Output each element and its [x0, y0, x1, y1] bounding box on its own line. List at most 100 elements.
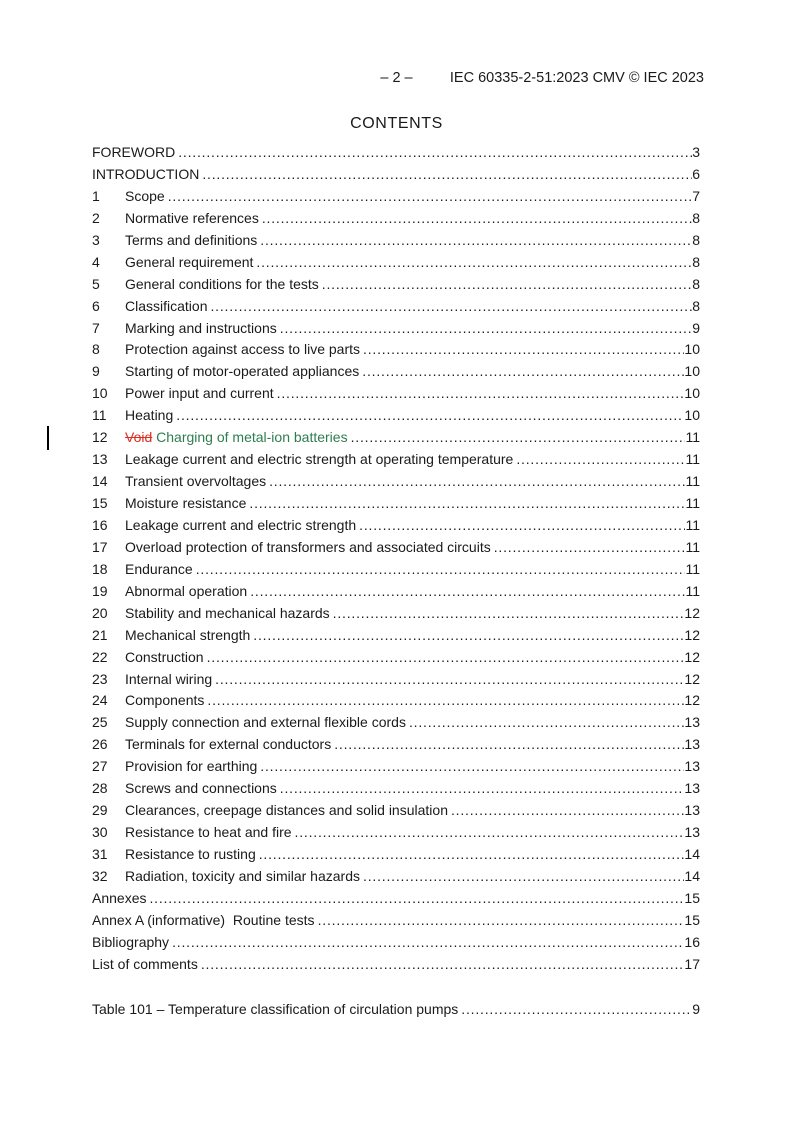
toc-entry-label: Provision for earthing [125, 758, 258, 775]
toc-entry[interactable]: 12 Void Charging of metal-ion batteries … [47, 426, 700, 451]
document-reference: IEC 60335-2-51:2023 CMV © IEC 2023 [449, 70, 704, 86]
toc-entry[interactable]: Bibliography 16 [92, 932, 700, 954]
toc-entry-label: Abnormal operation [125, 582, 248, 599]
toc-entry-number: 15 [92, 495, 108, 511]
toc-entry-page: 12 [684, 626, 700, 643]
toc-entry[interactable]: 21 Mechanical strength 12 [92, 625, 700, 647]
toc-entry-number: 24 [92, 692, 108, 709]
toc-entry-number: 23 [92, 670, 108, 687]
toc-dot-leader [277, 383, 685, 405]
toc-entry-page: 11 [685, 429, 700, 446]
toc-entry-page: 10 [684, 341, 700, 358]
toc-entry-number: 27 [92, 758, 108, 775]
toc-dot-leader [451, 800, 684, 822]
toc-entry-page: 14 [684, 867, 700, 884]
toc-entry[interactable]: 8 Protection against access to live part… [92, 339, 700, 361]
toc-entry-page: 10 [684, 385, 700, 402]
toc-entry[interactable]: 26 Terminals for external conductors 13 [92, 734, 700, 756]
toc-dot-leader [494, 537, 686, 559]
toc-entry[interactable]: 22 Construction 12 [92, 647, 700, 669]
toc-entry[interactable]: 7 Marking and instructions 9 [92, 318, 700, 340]
toc-entry-page: 8 [692, 253, 700, 270]
toc-entry-number: 17 [92, 538, 108, 555]
toc-entry[interactable]: 24 Components 12 [92, 690, 700, 712]
toc-entry-label: Annexes [92, 889, 147, 906]
toc-entry[interactable]: 15 Moisture resistance 11 [92, 493, 700, 515]
toc-entry-number: 25 [92, 714, 108, 731]
toc-entry-label: Resistance to rusting [125, 846, 256, 862]
toc-dot-leader [362, 361, 684, 383]
toc-entry-label: Radiation, toxicity and similar hazards [125, 867, 360, 884]
toc-entry[interactable]: 29 Clearances, creepage distances and so… [92, 800, 700, 822]
toc-entry-page: 11 [685, 516, 700, 533]
toc-entry[interactable]: 3 Terms and definitions 8 [92, 230, 700, 252]
toc-entry-label: List of comments [92, 955, 198, 972]
contents-title: CONTENTS [350, 115, 443, 132]
toc-entry[interactable]: 4 General requirement 8 [92, 252, 700, 274]
toc-entry[interactable]: Annexes 15 [92, 888, 700, 910]
toc-entry[interactable]: 19 Abnormal operation 11 [92, 581, 700, 603]
toc-dot-leader [409, 712, 684, 734]
toc-entry[interactable]: 28 Screws and connections 13 [92, 778, 700, 800]
toc-entry[interactable]: 10 Power input and current 10 [92, 383, 700, 405]
toc-entry-number: 5 [92, 275, 100, 292]
toc-entry-number: 18 [92, 560, 108, 577]
toc-entry[interactable]: 23 Internal wiring 12 [92, 669, 700, 691]
toc-entry[interactable]: 25 Supply connection and external flexib… [92, 712, 700, 734]
toc-entry-label: Starting of motor-operated appliances [125, 363, 360, 380]
toc-entry-number: 11 [92, 407, 107, 424]
page-number-marker: – 2 – [380, 70, 413, 86]
toc-dot-leader [201, 954, 685, 976]
toc-entry-label: General conditions for the tests [125, 275, 319, 292]
toc-entry[interactable]: 17 Overload protection of transformers a… [92, 537, 700, 559]
toc-entry[interactable]: 11 Heating 10 [92, 405, 700, 427]
toc-entry-number: 12 [92, 429, 108, 446]
toc-entry-number: 19 [92, 582, 108, 599]
toc-entry-page: 8 [692, 209, 700, 226]
toc-entry[interactable]: 5 General conditions for the tests 8 [92, 274, 700, 296]
toc-entry[interactable]: INTRODUCTION 6 [92, 164, 700, 186]
toc-dot-leader [334, 734, 684, 756]
toc-entry-page: 12 [684, 604, 700, 621]
toc-entry-page: 13 [684, 736, 700, 753]
toc-dot-leader [172, 932, 684, 954]
toc-entry-number: 14 [92, 473, 108, 490]
change-bar [47, 426, 49, 451]
toc-entry-label: Table 101 – Temperature classification o… [92, 1001, 459, 1017]
toc-entry[interactable]: 27 Provision for earthing 13 [92, 756, 700, 778]
toc-entry-page: 9 [692, 319, 700, 336]
toc-entry-number: 22 [92, 648, 108, 665]
toc-entry-label: Terminals for external conductors [125, 736, 332, 753]
toc-entry[interactable]: FOREWORD 3 [92, 142, 700, 164]
toc-dot-leader [269, 471, 685, 493]
toc-entry[interactable]: Table 101 – Temperature classification o… [92, 999, 700, 1021]
toc-entry-number: 7 [92, 319, 100, 336]
toc-entry-label: Overload protection of transformers and … [125, 538, 491, 555]
toc-entry[interactable]: 1 Scope 7 [92, 186, 700, 208]
toc-entry[interactable]: 2 Normative references 8 [92, 208, 700, 230]
toc-entry-number: 21 [92, 626, 108, 643]
toc-entry[interactable]: 31 Resistance to rusting 14 [92, 844, 700, 866]
toc-entry[interactable]: 30 Resistance to heat and fire 13 [92, 822, 700, 844]
toc-entry-label: Moisture resistance [125, 495, 247, 511]
toc-entry[interactable]: 14 Transient overvoltages 11 [92, 471, 700, 493]
toc-entry[interactable]: 13 Leakage current and electric strength… [92, 449, 700, 471]
toc-dot-leader [207, 690, 684, 712]
toc-entry[interactable]: 6 Classification 8 [92, 296, 700, 318]
toc-entry[interactable]: 32 Radiation, toxicity and similar hazar… [92, 866, 700, 888]
toc-dot-leader [210, 296, 692, 318]
toc-entry[interactable]: 16 Leakage current and electric strength… [92, 515, 700, 537]
toc-entry[interactable]: 18 Endurance 11 [92, 559, 700, 581]
toc-entry[interactable]: 9 Starting of motor-operated appliances … [92, 361, 700, 383]
toc-dot-leader [351, 427, 686, 449]
toc-entry-page: 13 [684, 714, 700, 731]
toc-entry[interactable]: 20 Stability and mechanical hazards 12 [92, 603, 700, 625]
toc-entry-page: 17 [684, 955, 700, 972]
table-index: Table 101 – Temperature classification o… [92, 999, 700, 1021]
toc-entry[interactable]: List of comments 17 [92, 954, 700, 976]
toc-entry-label: INTRODUCTION [92, 165, 200, 182]
toc-entry[interactable]: Annex A (informative) Routine tests 15 [92, 910, 700, 932]
toc-entry-number: 13 [92, 451, 108, 468]
toc-entry-page: 16 [684, 933, 700, 950]
toc-dot-leader [318, 910, 685, 932]
